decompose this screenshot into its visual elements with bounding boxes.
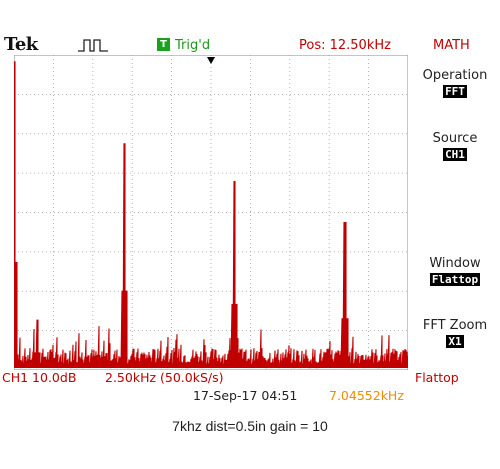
date-time: 17-Sep-17 04:51 — [193, 388, 298, 403]
graticule-grid — [14, 55, 408, 370]
menu-fft-zoom-value: X1 — [446, 335, 464, 348]
channel-scale: CH1 10.0dB — [2, 370, 77, 385]
trigger-waveform-icon — [78, 39, 108, 52]
frequency-scale: 2.50kHz (50.0kS/s) — [105, 370, 224, 385]
spectrum-display: M — [14, 55, 408, 370]
photo-caption: 7khz dist=0.5in gain = 10 — [172, 418, 328, 434]
menu-fft-zoom-label: FFT Zoom — [422, 318, 488, 333]
menu-window[interactable]: Window Flattop — [410, 256, 500, 287]
menu-source-value: CH1 — [443, 148, 467, 161]
oscilloscope-screen: Tek T Trig'd Pos: 12.50kHz MATH M Operat… — [2, 34, 500, 403]
fft-trace — [14, 61, 408, 369]
menu-operation-label: Operation — [422, 68, 488, 83]
window-readout: Flattop — [415, 370, 459, 385]
trigger-status: Trig'd — [175, 38, 211, 53]
menu-source-label: Source — [432, 131, 478, 146]
menu-operation[interactable]: Operation FFT — [410, 68, 500, 99]
menu-window-value: Flattop — [429, 273, 481, 286]
menu-title: MATH — [433, 38, 470, 53]
menu-fft-zoom[interactable]: FFT Zoom X1 — [410, 318, 500, 349]
trigger-badge: T — [157, 38, 170, 51]
menu-window-label: Window — [429, 256, 481, 271]
menu-operation-value: FFT — [443, 85, 467, 98]
menu-source[interactable]: Source CH1 — [410, 131, 500, 162]
brand-logo: Tek — [4, 34, 38, 55]
trigger-position-arrow — [207, 57, 215, 64]
trigger-position: Pos: 12.50kHz — [299, 38, 391, 53]
frequency-readout: 7.04552kHz — [329, 388, 404, 403]
